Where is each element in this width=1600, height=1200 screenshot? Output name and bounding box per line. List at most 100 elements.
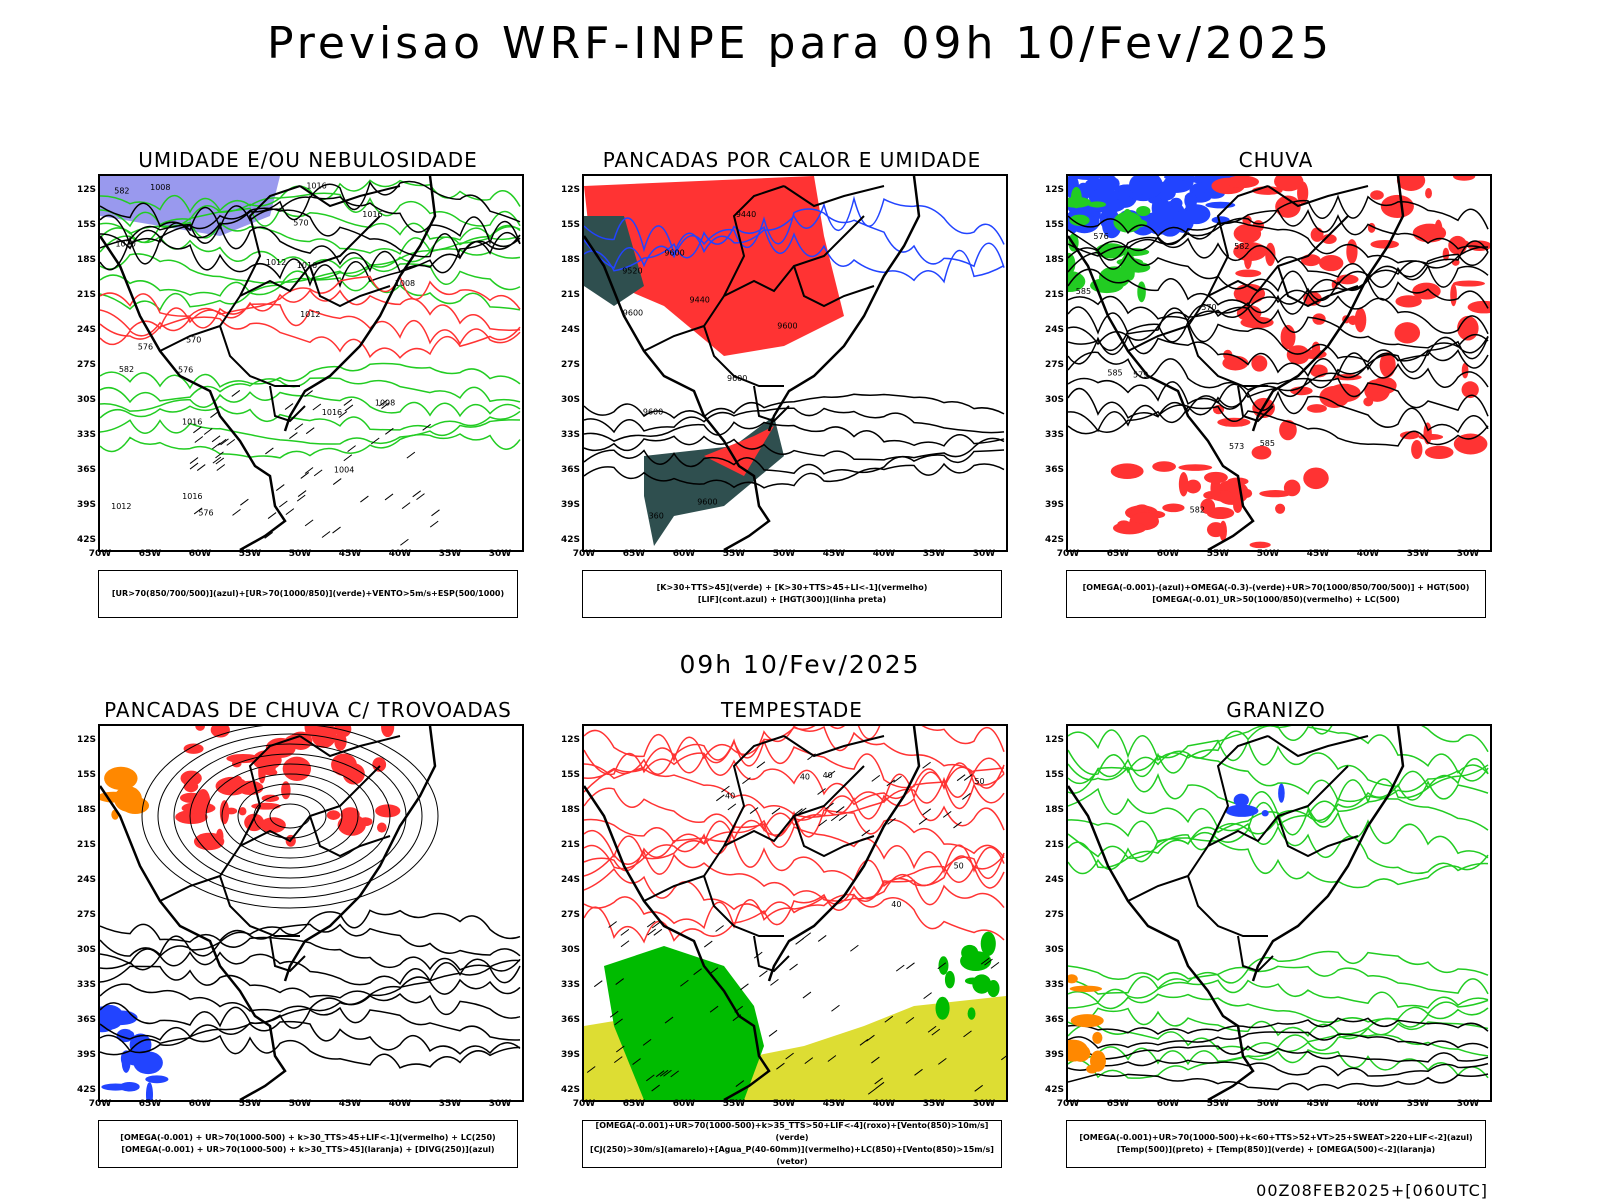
wind-vector bbox=[194, 436, 204, 443]
lon-label: 40W bbox=[1356, 549, 1380, 559]
streamline bbox=[100, 1020, 521, 1055]
wind-vector bbox=[422, 423, 431, 431]
wind-vector bbox=[884, 1015, 894, 1023]
wind-vector bbox=[279, 500, 288, 508]
wind-vector bbox=[795, 937, 804, 945]
lat-label: 18S bbox=[560, 805, 580, 815]
coastline bbox=[100, 726, 437, 1100]
contour-label: 1016 bbox=[322, 408, 342, 417]
wind-vector bbox=[770, 978, 779, 986]
contour-label: 40 bbox=[891, 900, 901, 909]
panel-pancadas-calor: PANCADAS POR CALOR E UMIDADE 12S 15S 18S 21… bbox=[561, 148, 1012, 618]
wind-vector bbox=[776, 1062, 785, 1070]
wind-area bbox=[935, 996, 950, 1020]
contour-label: 9600 bbox=[643, 407, 663, 416]
lif-contour bbox=[584, 195, 1005, 257]
wind-vector bbox=[265, 447, 274, 455]
lon-label: 50W bbox=[772, 549, 796, 559]
wind-vector bbox=[817, 788, 826, 795]
lat-label: 39S bbox=[76, 500, 96, 510]
map-svg bbox=[100, 726, 521, 1100]
streamline bbox=[100, 950, 521, 986]
wind-vector bbox=[360, 495, 369, 503]
rain-area bbox=[1379, 352, 1396, 378]
contour-label: 1016 bbox=[297, 261, 317, 270]
lon-label: 50W bbox=[1256, 549, 1280, 559]
wind-vector bbox=[715, 925, 724, 932]
contour-label: 579 bbox=[1133, 370, 1148, 379]
hgt-contour bbox=[1068, 405, 1489, 447]
lon-label: 70W bbox=[88, 1099, 112, 1109]
wind-vector bbox=[771, 807, 781, 815]
lon-label: 60W bbox=[672, 549, 696, 559]
legend-line: [Temp(500)](preto) + [Temp(850)](verde) … bbox=[1116, 1145, 1436, 1154]
legend-line: [OMEGA(-0.001) + UR>70(1000-500) + k>30_… bbox=[120, 1133, 496, 1142]
omega-area bbox=[1088, 201, 1107, 208]
rain-area bbox=[1467, 300, 1490, 314]
temp500-contour bbox=[1068, 1031, 1489, 1049]
wind-vector bbox=[802, 932, 812, 940]
streamline bbox=[100, 965, 521, 999]
wind-vector bbox=[974, 1084, 983, 1092]
rain-area bbox=[1222, 355, 1249, 371]
water-contour bbox=[584, 752, 1005, 804]
wind-vector bbox=[963, 774, 973, 781]
page-title: Previsao WRF-INPE para 09h 10/Fev/2025 bbox=[267, 18, 1333, 69]
panel-title: UMIDADE E/OU NEBULOSIDADE bbox=[138, 148, 478, 172]
lon-label: 30W bbox=[488, 1099, 512, 1109]
rain-area bbox=[1178, 464, 1213, 471]
panel-title: TEMPESTADE bbox=[721, 698, 863, 722]
wind-vector bbox=[866, 1034, 875, 1042]
rain-area bbox=[1249, 541, 1271, 549]
legend-line: [K>30+TTS>45](verde) + [K>30+TTS>45+LI<-… bbox=[656, 583, 928, 592]
wind-vector bbox=[794, 808, 803, 816]
wind-vector bbox=[886, 779, 896, 787]
contour-label: 40 bbox=[823, 771, 833, 780]
lat-label: 15S bbox=[560, 770, 580, 780]
temp850-contour bbox=[1068, 726, 1489, 776]
lat-label: 24S bbox=[1044, 325, 1064, 335]
wind-vector bbox=[807, 753, 816, 761]
wind-vector bbox=[347, 445, 356, 452]
hgt-contour bbox=[584, 407, 1005, 434]
map-frame bbox=[1066, 724, 1492, 1102]
contour-label: 1008 bbox=[150, 183, 170, 192]
wind-vector bbox=[956, 774, 966, 782]
wind-vector bbox=[859, 1038, 869, 1046]
wind-vector bbox=[875, 1081, 885, 1089]
temp850-contour bbox=[1068, 807, 1489, 859]
rain-area bbox=[1461, 381, 1479, 399]
contour-label: 1008 bbox=[395, 279, 415, 288]
water-contour bbox=[584, 879, 1005, 930]
water-contour bbox=[584, 726, 1005, 776]
temp500-contour bbox=[1068, 1073, 1489, 1091]
lif-contour bbox=[584, 225, 1005, 284]
wind-vector bbox=[768, 1029, 778, 1037]
wind-vector bbox=[938, 1057, 947, 1065]
lat-label: 21S bbox=[1044, 840, 1064, 850]
contour-label: 582 bbox=[1190, 505, 1205, 514]
wind-vector bbox=[942, 810, 952, 818]
rain-area bbox=[1354, 307, 1367, 333]
wind-vector bbox=[663, 1069, 672, 1077]
wind-vector bbox=[655, 1070, 665, 1078]
omega-area bbox=[1069, 214, 1090, 226]
wind-vector bbox=[400, 538, 409, 546]
lon-label: 40W bbox=[872, 1099, 896, 1109]
wind-vector bbox=[212, 456, 222, 464]
wind-vector bbox=[905, 1017, 915, 1024]
wind-vector bbox=[651, 1084, 660, 1092]
thunderstorm-area bbox=[266, 769, 278, 776]
divergence-area bbox=[120, 1050, 132, 1067]
lat-label: 36S bbox=[1044, 465, 1064, 475]
lon-label: 55W bbox=[722, 549, 746, 559]
wind-vector bbox=[296, 494, 306, 502]
thunderstorm-area bbox=[326, 810, 341, 820]
contour-label: 576 bbox=[1093, 232, 1108, 241]
rain-area bbox=[1370, 190, 1384, 200]
contour-label: 1004 bbox=[334, 466, 354, 475]
hgt-contour bbox=[584, 435, 1005, 461]
wind-vector bbox=[984, 958, 993, 966]
lat-axis: 12S 15S 18S 21S 24S 27S 30S 33S 36S 39S 42S bbox=[62, 724, 96, 1098]
rain-area bbox=[1204, 471, 1228, 484]
